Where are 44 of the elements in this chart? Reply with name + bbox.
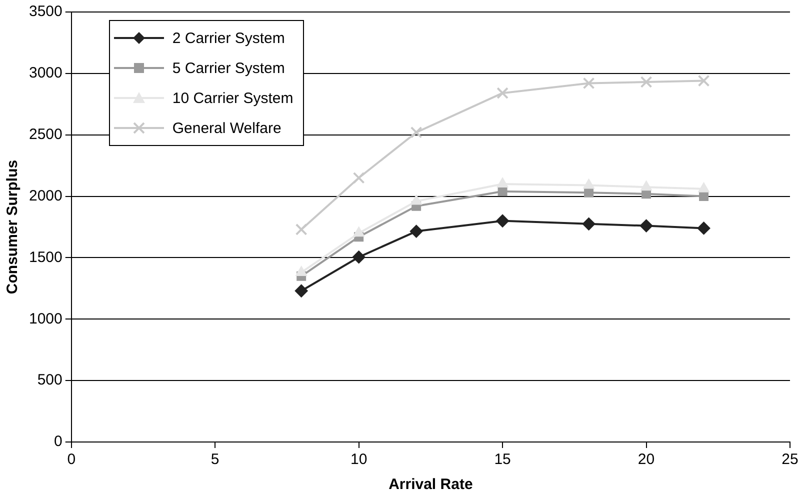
y-tick-label: 2000 <box>28 187 62 204</box>
y-tick-label: 3500 <box>28 3 62 20</box>
y-tick-label: 500 <box>37 372 62 389</box>
point <box>697 222 710 235</box>
x-tick-label: 15 <box>494 451 511 468</box>
point <box>296 266 308 276</box>
x-axis-title: Arrival Rate <box>388 476 473 494</box>
point <box>584 188 594 198</box>
point <box>698 74 710 87</box>
x-tick-label: 10 <box>350 451 368 468</box>
y-tick-label: 1000 <box>28 310 62 328</box>
point <box>353 226 365 237</box>
point <box>640 219 653 232</box>
point <box>295 224 308 236</box>
point <box>582 77 595 90</box>
y-tick-label: 3000 <box>28 64 62 82</box>
x-tick-label: 20 <box>638 451 655 468</box>
point <box>582 217 596 230</box>
y-tick-label: 2500 <box>28 126 62 143</box>
point <box>699 192 709 202</box>
point <box>583 178 594 189</box>
point <box>640 76 652 88</box>
legend-label: General Welfare <box>172 120 282 136</box>
point <box>410 126 422 138</box>
legend-label: 2 Carrier System <box>172 30 285 46</box>
legend-label: 10 Carrier System <box>172 90 294 106</box>
y-tick-label: 1500 <box>28 248 62 266</box>
point <box>294 284 308 298</box>
point <box>352 172 365 184</box>
x-tick-label: 25 <box>782 451 798 468</box>
x-tick-label: 0 <box>67 451 76 468</box>
y-axis-title: Consumer Surplus <box>4 160 22 294</box>
point <box>498 186 508 196</box>
point <box>496 214 510 228</box>
point <box>410 224 423 238</box>
point <box>352 250 366 264</box>
x-tick-label: 5 <box>210 451 220 468</box>
point <box>698 182 710 192</box>
point <box>496 178 508 188</box>
legend-label: 5 Carrier System <box>172 60 285 76</box>
point <box>410 194 422 205</box>
y-tick-label: 0 <box>54 433 62 450</box>
point <box>496 87 508 100</box>
point <box>640 180 652 191</box>
